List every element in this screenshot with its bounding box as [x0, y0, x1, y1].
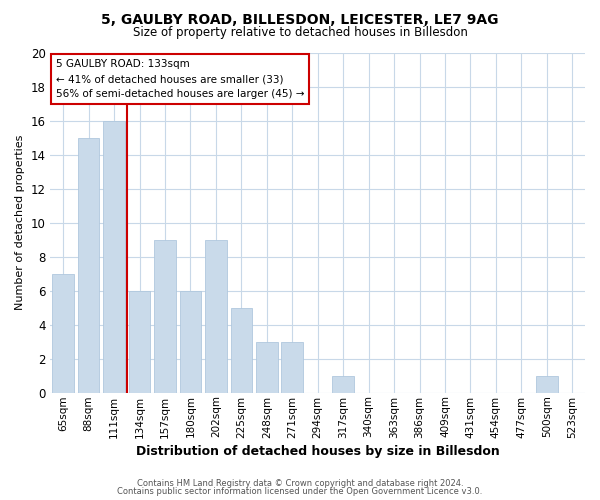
- Bar: [332, 376, 354, 392]
- Text: Size of property relative to detached houses in Billesdon: Size of property relative to detached ho…: [133, 26, 467, 39]
- Bar: [205, 240, 227, 392]
- Bar: [256, 342, 278, 392]
- Bar: [103, 120, 125, 392]
- Text: Contains public sector information licensed under the Open Government Licence v3: Contains public sector information licen…: [118, 487, 482, 496]
- Text: 5, GAULBY ROAD, BILLESDON, LEICESTER, LE7 9AG: 5, GAULBY ROAD, BILLESDON, LEICESTER, LE…: [101, 12, 499, 26]
- Bar: [281, 342, 303, 392]
- Text: 5 GAULBY ROAD: 133sqm
← 41% of detached houses are smaller (33)
56% of semi-deta: 5 GAULBY ROAD: 133sqm ← 41% of detached …: [56, 60, 304, 99]
- X-axis label: Distribution of detached houses by size in Billesdon: Distribution of detached houses by size …: [136, 444, 500, 458]
- Text: Contains HM Land Registry data © Crown copyright and database right 2024.: Contains HM Land Registry data © Crown c…: [137, 478, 463, 488]
- Bar: [52, 274, 74, 392]
- Bar: [78, 138, 100, 392]
- Bar: [179, 290, 201, 392]
- Y-axis label: Number of detached properties: Number of detached properties: [15, 135, 25, 310]
- Bar: [230, 308, 252, 392]
- Bar: [128, 290, 151, 392]
- Bar: [154, 240, 176, 392]
- Bar: [536, 376, 557, 392]
